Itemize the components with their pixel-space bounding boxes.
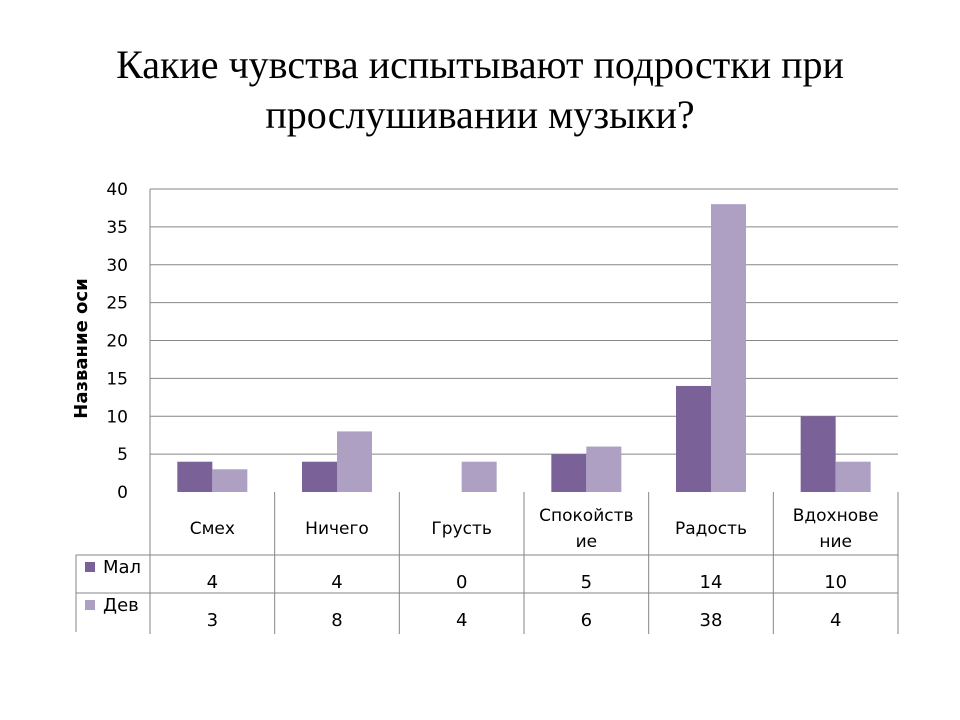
chart-title-line-2: прослушивании музыки? bbox=[265, 92, 695, 137]
table-value-Мал-3: 5 bbox=[581, 572, 592, 593]
bar-Дев-2 bbox=[461, 461, 497, 492]
table-value-Мал-0: 4 bbox=[207, 572, 218, 593]
category-label-5-1: ние bbox=[819, 532, 852, 552]
category-label-1-0: Ничего bbox=[305, 519, 369, 539]
y-tick-label-1: 5 bbox=[117, 445, 128, 465]
y-tick-label-6: 30 bbox=[106, 256, 128, 276]
table-value-Дев-2: 4 bbox=[456, 610, 467, 631]
table-value-Мал-4: 14 bbox=[700, 572, 723, 593]
table-value-Мал-5: 10 bbox=[824, 572, 847, 593]
y-tick-label-3: 15 bbox=[106, 369, 128, 389]
category-label-5-0: Вдохнове bbox=[793, 506, 879, 526]
y-tick-label-2: 10 bbox=[106, 407, 128, 427]
chart-title: Какие чувства испытывают подростки при п… bbox=[0, 40, 960, 140]
chart-title-line-1: Какие чувства испытывают подростки при bbox=[116, 42, 844, 87]
category-label-4-0: Радость bbox=[675, 519, 747, 539]
table-value-Дев-5: 4 bbox=[830, 610, 841, 631]
bar-Дев-3 bbox=[586, 446, 622, 492]
y-tick-label-8: 40 bbox=[106, 180, 128, 200]
bar-Мал-0 bbox=[177, 461, 213, 492]
bar-Мал-4 bbox=[676, 385, 711, 492]
bar-Мал-5 bbox=[800, 416, 836, 492]
bar-Дев-4 bbox=[711, 204, 746, 492]
category-label-0-0: Смех bbox=[190, 519, 235, 539]
bar-Дев-1 bbox=[337, 431, 372, 492]
bar-Мал-1 bbox=[302, 461, 337, 492]
y-tick-label-0: 0 bbox=[117, 483, 128, 503]
legend-key-Дев bbox=[85, 600, 95, 610]
legend-key-Мал bbox=[85, 562, 95, 572]
legend-label-Дев: Дев bbox=[103, 595, 139, 616]
table-value-Дев-4: 38 bbox=[700, 610, 723, 631]
bar-Мал-3 bbox=[551, 454, 587, 492]
y-tick-label-5: 25 bbox=[106, 294, 128, 314]
category-label-3-1: ие bbox=[576, 532, 598, 552]
table-value-Мал-2: 0 bbox=[456, 572, 467, 593]
y-tick-label-4: 20 bbox=[106, 332, 128, 352]
y-tick-label-7: 35 bbox=[106, 218, 128, 238]
table-value-Дев-1: 8 bbox=[331, 610, 342, 631]
table-value-Дев-3: 6 bbox=[581, 610, 592, 631]
bar-Дев-5 bbox=[835, 461, 871, 492]
table-value-Дев-0: 3 bbox=[207, 610, 218, 631]
table-value-Мал-1: 4 bbox=[331, 572, 342, 593]
bar-Дев-0 bbox=[212, 469, 248, 492]
legend-label-Мал: Мал bbox=[103, 557, 141, 578]
y-axis-label: Название оси bbox=[71, 278, 92, 418]
category-label-2-0: Грусть bbox=[431, 519, 492, 539]
category-label-3-0: Спокойств bbox=[539, 506, 633, 526]
